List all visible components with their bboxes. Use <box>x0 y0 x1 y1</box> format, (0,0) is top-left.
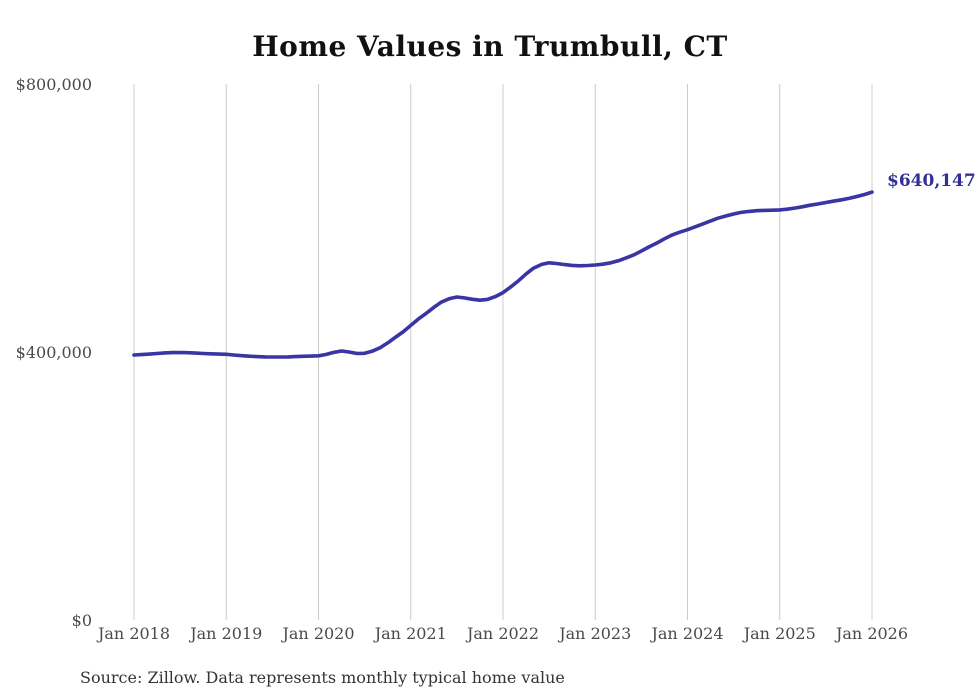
x-tick-label: Jan 2019 <box>190 624 263 643</box>
x-tick-label: Jan 2025 <box>743 624 816 643</box>
x-tick-label: Jan 2020 <box>282 624 355 643</box>
chart-title: Home Values in Trumbull, CT <box>252 30 728 63</box>
x-tick-label: Jan 2023 <box>559 624 632 643</box>
end-value-label: $640,147 <box>887 171 976 192</box>
x-tick-label: Jan 2021 <box>374 624 447 643</box>
y-tick-label: $400,000 <box>15 343 92 362</box>
y-tick-label: $800,000 <box>15 75 92 94</box>
source-note: Source: Zillow. Data represents monthly … <box>80 668 565 687</box>
x-tick-label: Jan 2018 <box>97 624 171 643</box>
x-tick-label: Jan 2024 <box>651 624 724 643</box>
value-line <box>132 190 874 359</box>
x-tick-label: Jan 2022 <box>466 624 540 643</box>
x-tick-label: Jan 2026 <box>835 624 909 643</box>
y-tick-label: $0 <box>71 611 92 630</box>
